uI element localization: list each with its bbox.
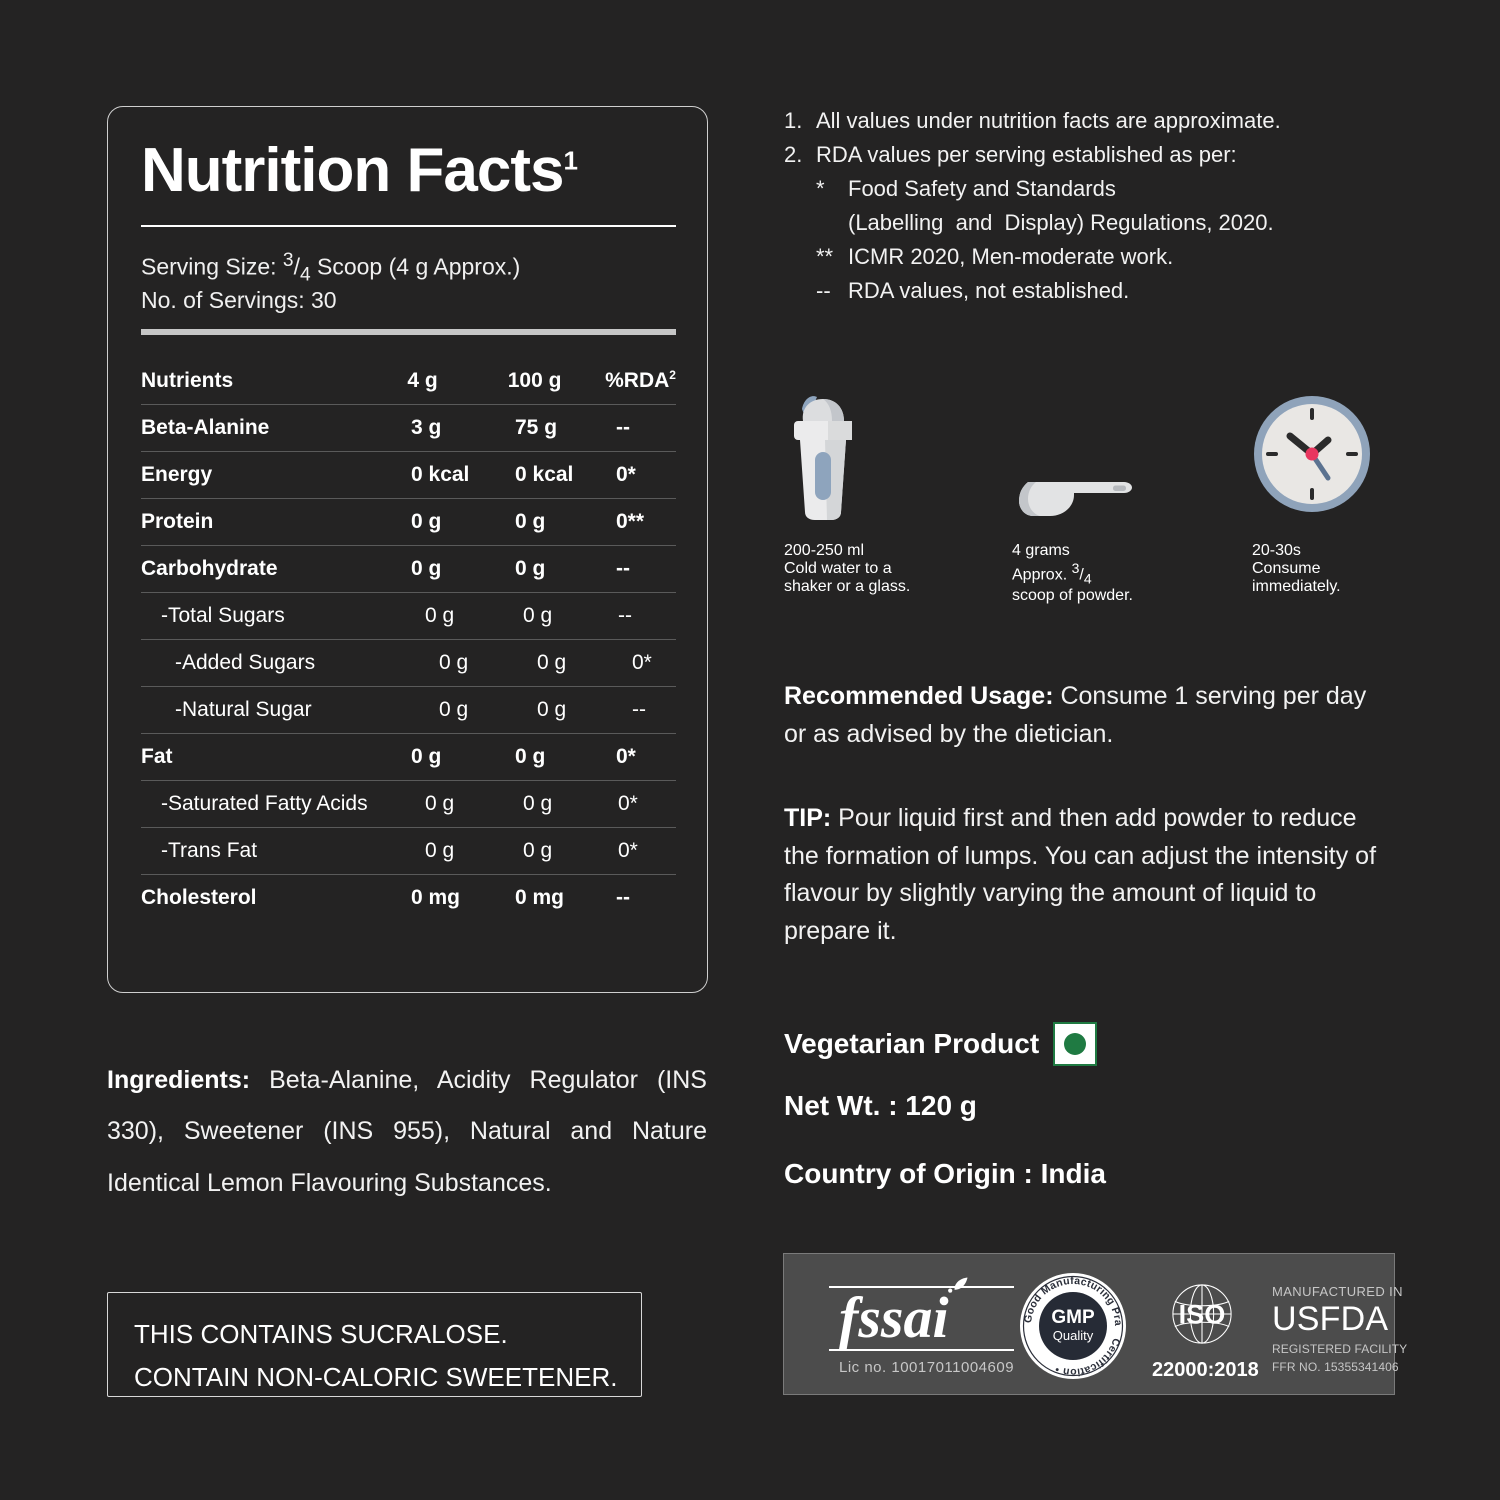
svg-text:ISO: ISO [1179,1299,1226,1330]
svg-text:GMP: GMP [1051,1307,1095,1328]
svg-text:Quality: Quality [1053,1328,1094,1343]
